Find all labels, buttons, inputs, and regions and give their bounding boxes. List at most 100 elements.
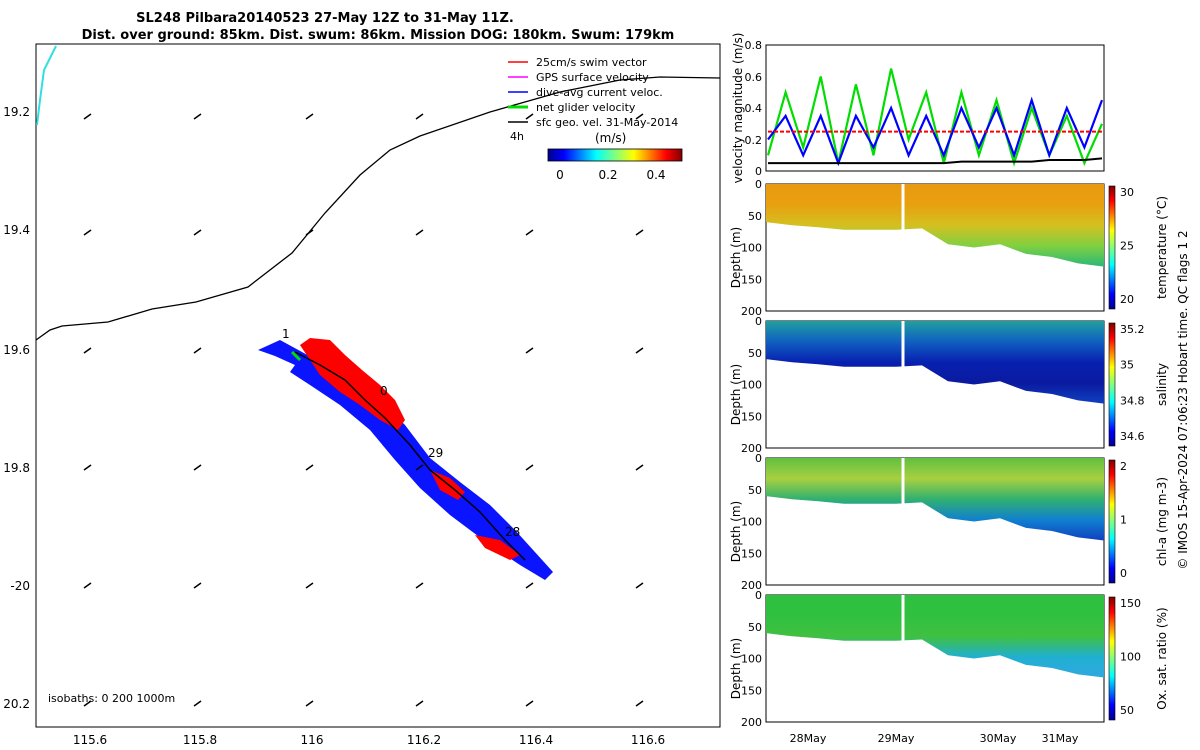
map-xtick-1: 115.6 [73, 733, 107, 747]
velocity-series-line [767, 96, 1104, 167]
depth-tick: 100 [741, 242, 762, 255]
map-ytick-4: 19.8 [3, 461, 30, 475]
velocity-panel: 0 0.2 0.4 0.6 0.8 velocity magnitude (m/… [731, 33, 1105, 184]
geo-arrow [193, 700, 202, 707]
geo-arrow [193, 113, 202, 120]
depth-tick: 200 [741, 579, 762, 592]
map-colorbar [547, 148, 683, 162]
depth-label: Depth (m) [729, 227, 743, 288]
profile-panel: 0 50 100 150 200 Depth (m) 30 25 20 temperature (… [729, 178, 1169, 318]
geo-arrow [305, 229, 314, 236]
depth-tick: 100 [741, 653, 762, 666]
depth-tick: 50 [748, 621, 762, 634]
time-tick-1: 28May [790, 732, 827, 745]
geo-arrow [525, 582, 534, 589]
map-xtick-5: 116.4 [519, 733, 553, 747]
geo-arrow [415, 113, 424, 120]
sfc-contour-line [35, 76, 721, 341]
geo-arrow [305, 582, 314, 589]
map-legend: 25cm/s swim vector GPS surface velocity … [508, 56, 678, 145]
geostrophic-arrows [83, 113, 644, 707]
map-xtick-2: 115.8 [183, 733, 217, 747]
day-label-1: 1 [282, 327, 290, 341]
map-colorbar-tick-1: 0.2 [598, 168, 617, 182]
time-tick-3: 30May [980, 732, 1017, 745]
profile-colorbar [1108, 459, 1116, 584]
colorbar-tick: 150 [1120, 597, 1141, 610]
colorbar-tick: 35 [1120, 359, 1134, 372]
geo-arrow [193, 582, 202, 589]
geo-arrow [525, 113, 534, 120]
colorbar-tick: 30 [1120, 186, 1134, 199]
map-frame [35, 43, 721, 728]
day-label-2: 0 [380, 384, 388, 398]
colorbar-label: chl-a (mg m-3) [1155, 477, 1169, 566]
colorbar-tick: 1 [1120, 514, 1127, 527]
depth-tick: 0 [755, 315, 762, 328]
map-xtick-3: 116 [301, 733, 324, 747]
geo-arrow [525, 464, 534, 471]
geo-arrow [415, 700, 424, 707]
legend-label-swim: 25cm/s swim vector [536, 56, 647, 69]
colorbar-tick: 34.6 [1120, 430, 1145, 443]
profile-colorbar [1108, 322, 1116, 447]
swim-vector-swath [300, 338, 405, 430]
velocity-series-line [768, 157, 1103, 165]
map-ytick-1: 19.2 [3, 105, 30, 119]
title-line2: Dist. over ground: 85km. Dist. swum: 86k… [82, 28, 675, 43]
legend-label-net: net glider velocity [536, 101, 636, 114]
depth-tick: 150 [741, 547, 762, 560]
map-panel: 1 0 29 28 115.6 115.8 116 116.2 116.4 11… [3, 43, 721, 747]
depth-tick: 150 [741, 410, 762, 423]
vel-ytick-2: 0.4 [745, 102, 763, 115]
depth-label: Depth (m) [729, 501, 743, 562]
net-glider-velocity [290, 350, 302, 362]
time-tick-2: 29May [878, 732, 915, 745]
profile-section [766, 321, 1104, 404]
depth-tick: 0 [755, 589, 762, 602]
colorbar-label: Ox. sat. ratio (%) [1155, 607, 1169, 709]
geo-arrow [635, 347, 644, 354]
geo-arrow [83, 464, 92, 471]
depth-label: Depth (m) [729, 638, 743, 699]
geo-arrow [415, 229, 424, 236]
geo-arrow [635, 229, 644, 236]
colorbar-tick: 20 [1120, 293, 1134, 306]
colorbar-label: temperature (°C) [1155, 196, 1169, 299]
colorbar-tick: 0 [1120, 567, 1127, 580]
depth-tick: 0 [755, 178, 762, 191]
colorbar-tick: 50 [1120, 704, 1134, 717]
colorbar-tick: 100 [1120, 651, 1141, 664]
geo-arrow [83, 229, 92, 236]
geo-arrow [415, 464, 424, 471]
colorbar-tick: 2 [1120, 460, 1127, 473]
map-colorbar-tick-0: 0 [556, 168, 564, 182]
glider-track-line [294, 351, 526, 561]
colorbar-tick: 25 [1120, 240, 1134, 253]
velocity-series [766, 68, 1104, 167]
map-colorbar-tick-2: 0.4 [646, 168, 665, 182]
depth-tick: 100 [741, 516, 762, 529]
geo-arrow [635, 464, 644, 471]
map-ytick-2: 19.4 [3, 223, 30, 237]
depth-label: Depth (m) [729, 364, 743, 425]
geo-arrow [193, 347, 202, 354]
geo-arrow [305, 113, 314, 120]
isobath-label: isobaths: 0 200 1000m [48, 692, 175, 705]
depth-tick: 200 [741, 442, 762, 455]
coastline-segment [36, 45, 57, 126]
map-ytick-6: 20.2 [3, 697, 30, 711]
time-tick-4: 31May [1042, 732, 1079, 745]
depth-tick: 50 [748, 484, 762, 497]
profile-panel: 0 50 100 150 200 Depth (m) 35.2 35 34.8 34.6 salin… [729, 315, 1169, 455]
geo-arrow [525, 700, 534, 707]
geo-arrow [415, 582, 424, 589]
vel-ylabel: velocity magnitude (m/s) [731, 33, 745, 184]
depth-tick: 0 [755, 452, 762, 465]
day-label-4: 28 [505, 525, 520, 539]
title-line1: SL248 Pilbara20140523 27-May 12Z to 31-M… [136, 11, 514, 26]
vel-ytick-3: 0.6 [745, 71, 763, 84]
legend-label-gps: GPS surface velocity [536, 71, 649, 84]
profile-colorbar [1108, 185, 1116, 310]
